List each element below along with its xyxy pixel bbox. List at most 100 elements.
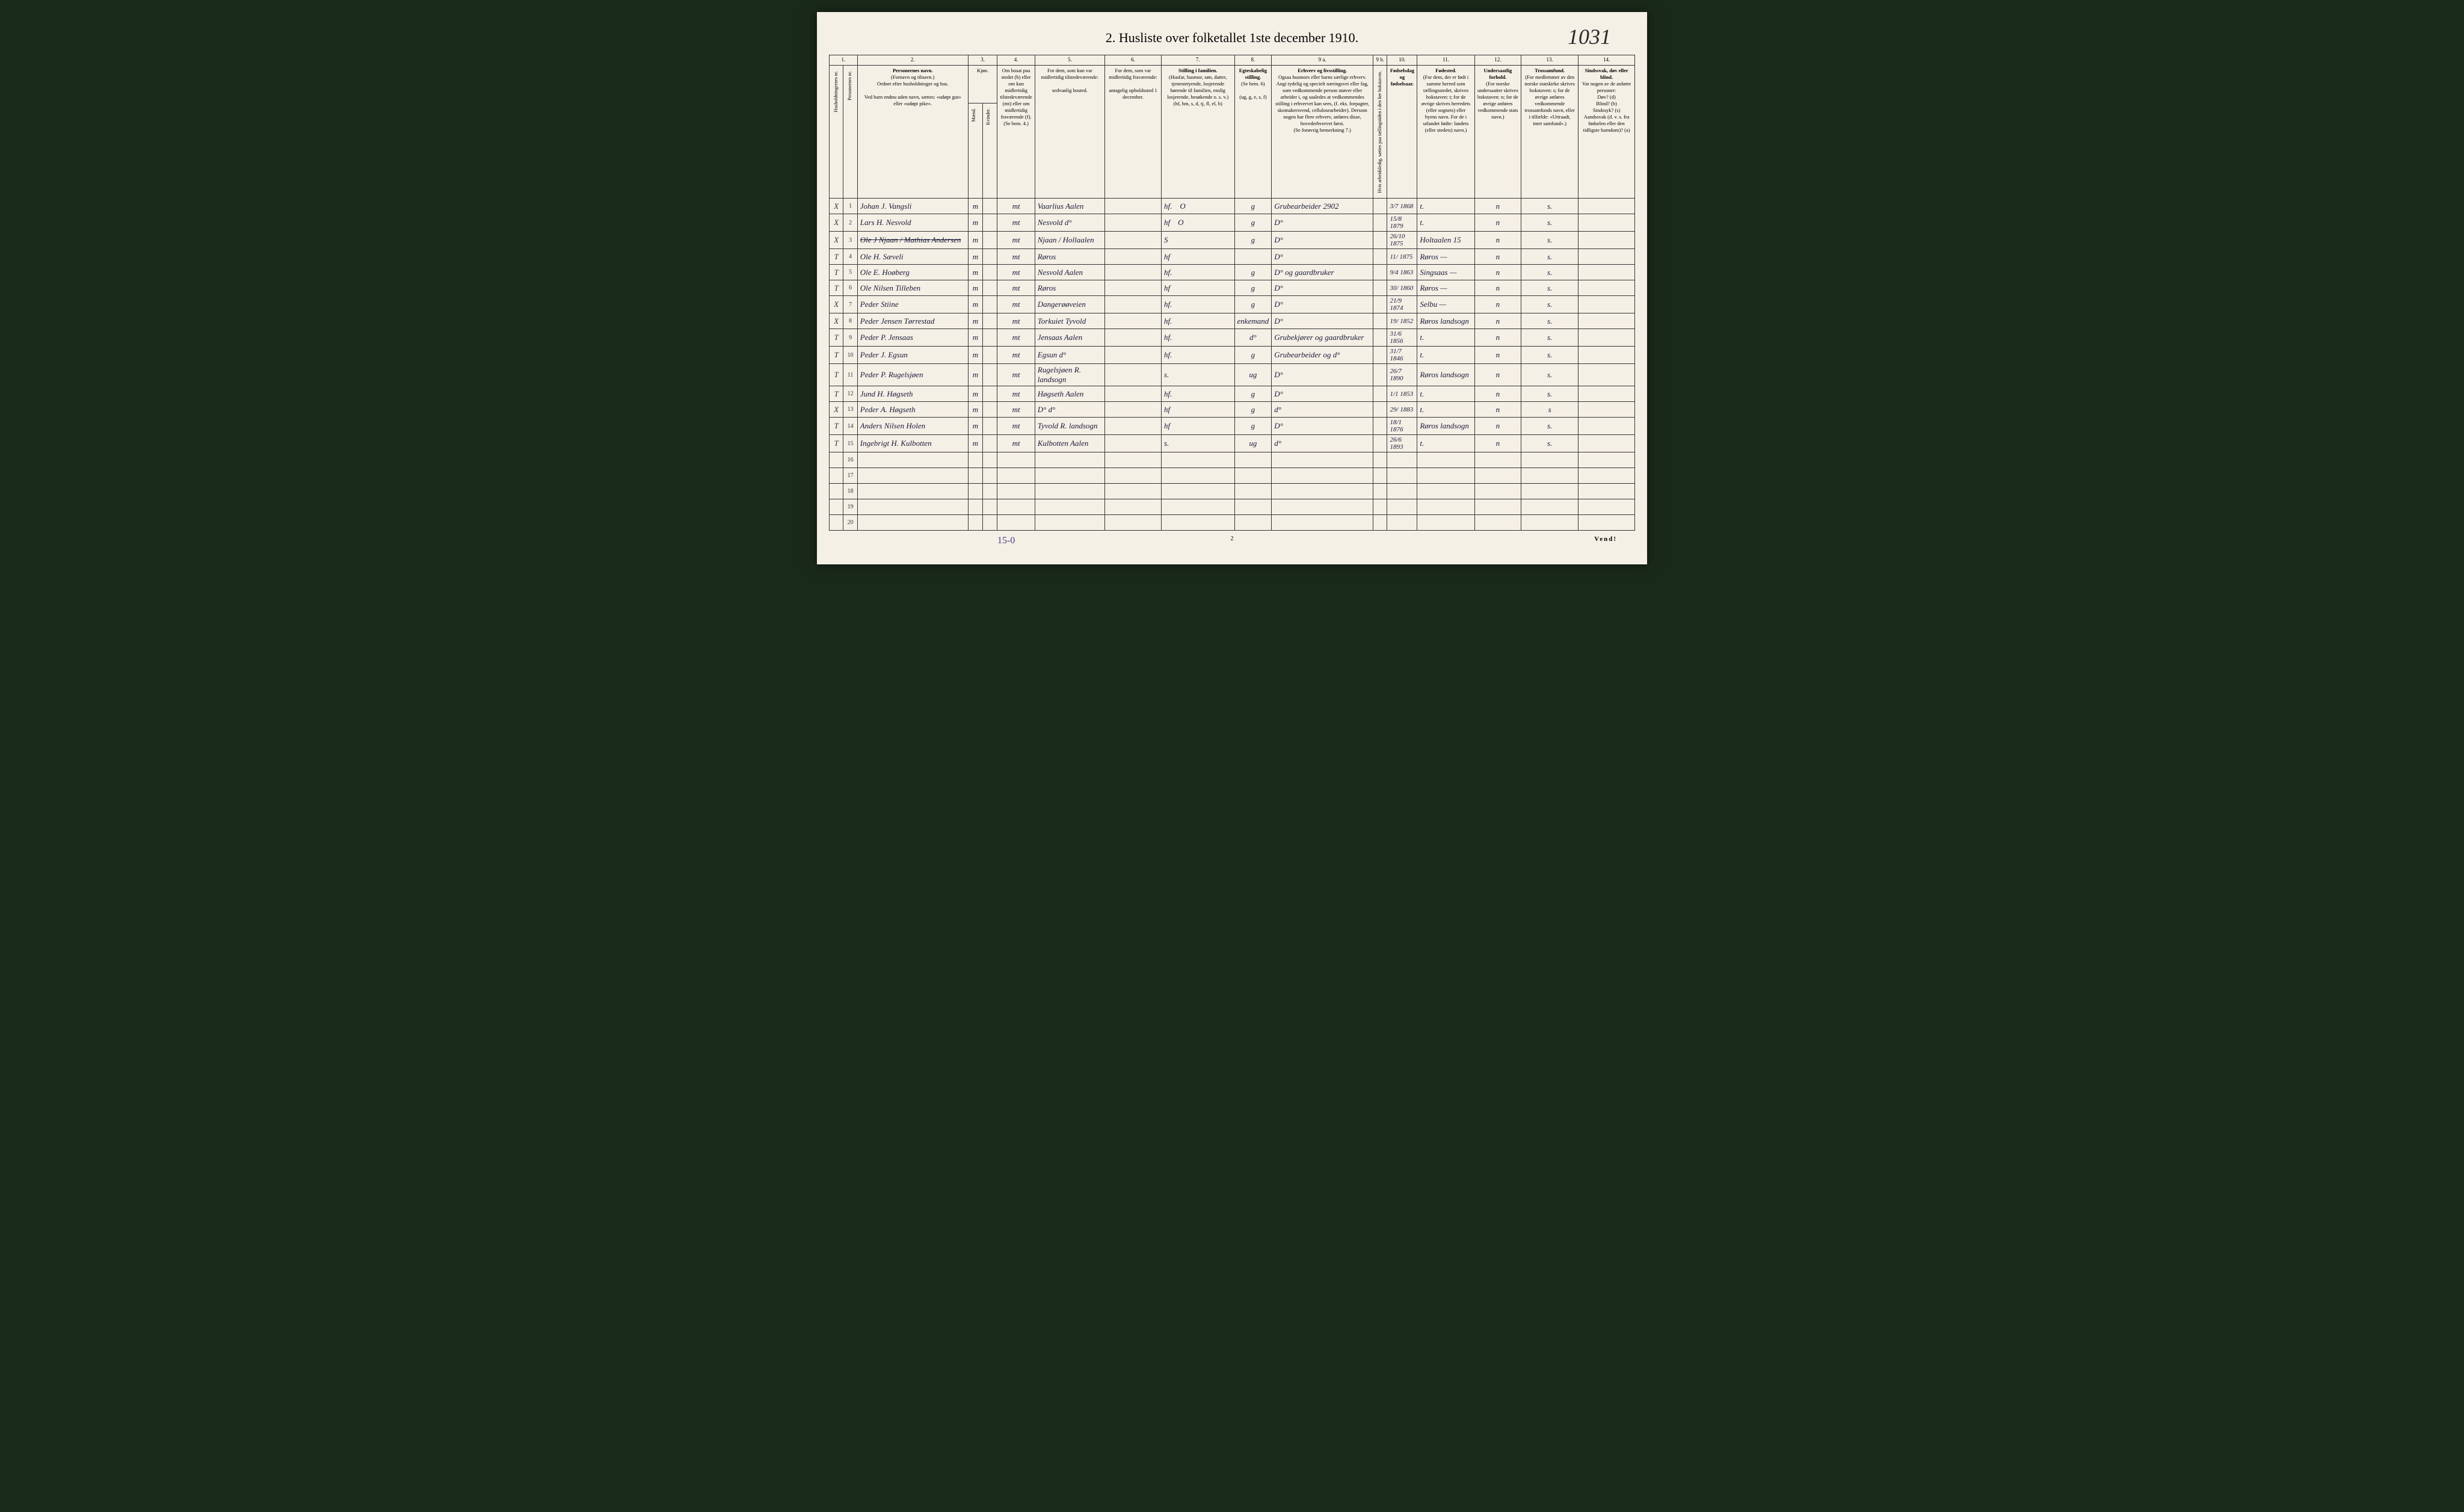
cell-usual-residence: Egsun d° bbox=[1035, 347, 1104, 364]
cell-occupation bbox=[1272, 515, 1373, 531]
row-mark: X bbox=[830, 214, 843, 232]
cell-name: Ole Nilsen Tilleben bbox=[857, 280, 968, 296]
cell-birthplace: Røros landsogn bbox=[1417, 364, 1474, 386]
cell-religion: s. bbox=[1521, 249, 1578, 265]
hdr-temp-present: For dem, som kun var midlertidig tilsted… bbox=[1035, 65, 1104, 199]
cell-citizenship: n bbox=[1474, 214, 1521, 232]
colnum-13: 13. bbox=[1521, 55, 1578, 66]
cell-citizenship: n bbox=[1474, 435, 1521, 452]
cell-male bbox=[968, 452, 982, 468]
row-number: 20 bbox=[843, 515, 857, 531]
cell-disability bbox=[1578, 435, 1635, 452]
table-row: T 15 Ingebrigt H. Kulbotten m mt Kulbott… bbox=[830, 435, 1635, 452]
cell-name bbox=[857, 499, 968, 515]
table-body: X 1 Johan J. Vangsli m mt Vaarlius Aalen… bbox=[830, 199, 1635, 531]
cell-marital: g bbox=[1234, 386, 1272, 402]
hdr-bp-sub: (For dem, der er født i samme herred som… bbox=[1421, 74, 1470, 133]
hdr-birthplace: Fødested. (For dem, der er født i samme … bbox=[1417, 65, 1474, 199]
hdr-mar-sub2: (ug, g, e, s, f) bbox=[1239, 94, 1266, 100]
cell-religion: s. bbox=[1521, 386, 1578, 402]
table-row: X 8 Peder Jensen Tørrestad m mt Torkuiet… bbox=[830, 313, 1635, 329]
cell-birthdate: 31/6 1856 bbox=[1387, 329, 1417, 347]
cell-male: m bbox=[968, 364, 982, 386]
cell-family-position: hf O bbox=[1161, 214, 1234, 232]
row-mark: T bbox=[830, 280, 843, 296]
cell-citizenship: n bbox=[1474, 347, 1521, 364]
cell-residence-type: mt bbox=[997, 386, 1035, 402]
cell-absent-location bbox=[1105, 265, 1162, 280]
row-number: 9 bbox=[843, 329, 857, 347]
cell-female bbox=[983, 313, 997, 329]
cell-female bbox=[983, 435, 997, 452]
row-number: 12 bbox=[843, 386, 857, 402]
row-number: 18 bbox=[843, 484, 857, 499]
hdr-abs-sub: antagelig opholdssted 1 december. bbox=[1109, 87, 1157, 100]
table-row: X 2 Lars H. Nesvold m mt Nesvold d° hf O… bbox=[830, 214, 1635, 232]
cell-residence-type: mt bbox=[997, 296, 1035, 313]
cell-religion bbox=[1521, 515, 1578, 531]
cell-birthplace: t. bbox=[1417, 199, 1474, 214]
cell-usual-residence: D° d° bbox=[1035, 402, 1104, 418]
cell-marital: g bbox=[1234, 347, 1272, 364]
cell-unemployed bbox=[1373, 364, 1387, 386]
cell-name: Peder A. Høgseth bbox=[857, 402, 968, 418]
cell-family-position: hf. O bbox=[1161, 199, 1234, 214]
cell-marital: enkemand bbox=[1234, 313, 1272, 329]
hdr-occupation: Erhverv og livsstilling. Ogsaa husmors e… bbox=[1272, 65, 1373, 199]
cell-female bbox=[983, 386, 997, 402]
cell-marital: g bbox=[1234, 214, 1272, 232]
row-mark: X bbox=[830, 313, 843, 329]
cell-male: m bbox=[968, 402, 982, 418]
hdr-dis-sub: Var nogen av de anførte personer: bbox=[1582, 81, 1631, 93]
cell-absent-location bbox=[1105, 468, 1162, 484]
cell-family-position: hf bbox=[1161, 402, 1234, 418]
cell-male bbox=[968, 499, 982, 515]
cell-disability bbox=[1578, 386, 1635, 402]
cell-male bbox=[968, 484, 982, 499]
cell-usual-residence bbox=[1035, 515, 1104, 531]
cell-religion: s bbox=[1521, 402, 1578, 418]
cell-unemployed bbox=[1373, 484, 1387, 499]
cell-male: m bbox=[968, 313, 982, 329]
colnum-1: 1. bbox=[830, 55, 858, 66]
cell-usual-residence: Nesvold d° bbox=[1035, 214, 1104, 232]
cell-citizenship: n bbox=[1474, 402, 1521, 418]
cell-female bbox=[983, 468, 997, 484]
cell-occupation: D° bbox=[1272, 249, 1373, 265]
row-mark: T bbox=[830, 347, 843, 364]
cell-birthdate: 15/8 1879 bbox=[1387, 214, 1417, 232]
cell-name: Peder Stiine bbox=[857, 296, 968, 313]
cell-family-position bbox=[1161, 499, 1234, 515]
colnum-4: 4. bbox=[997, 55, 1035, 66]
table-row: 18 bbox=[830, 484, 1635, 499]
cell-citizenship bbox=[1474, 452, 1521, 468]
cell-disability bbox=[1578, 265, 1635, 280]
cell-occupation: D° bbox=[1272, 296, 1373, 313]
cell-family-position: hf bbox=[1161, 280, 1234, 296]
cell-birthdate: 18/1 1876 bbox=[1387, 418, 1417, 435]
hdr-bp-main: Fødested. bbox=[1435, 67, 1456, 73]
cell-birthdate: 30/ 1860 bbox=[1387, 280, 1417, 296]
cell-birthdate: 26/7 1890 bbox=[1387, 364, 1417, 386]
cell-religion: s. bbox=[1521, 232, 1578, 249]
cell-occupation bbox=[1272, 499, 1373, 515]
row-mark bbox=[830, 499, 843, 515]
cell-residence-type: mt bbox=[997, 347, 1035, 364]
row-mark: T bbox=[830, 265, 843, 280]
cell-birthplace: t. bbox=[1417, 402, 1474, 418]
row-number: 2 bbox=[843, 214, 857, 232]
cell-name: Ole E. Hoøberg bbox=[857, 265, 968, 280]
cell-absent-location bbox=[1105, 364, 1162, 386]
cell-birthplace bbox=[1417, 468, 1474, 484]
cell-name bbox=[857, 468, 968, 484]
cell-unemployed bbox=[1373, 468, 1387, 484]
table-row: T 10 Peder J. Egsun m mt Egsun d° hf. g … bbox=[830, 347, 1635, 364]
cell-family-position: hf bbox=[1161, 418, 1234, 435]
cell-unemployed bbox=[1373, 452, 1387, 468]
table-row: T 5 Ole E. Hoøberg m mt Nesvold Aalen hf… bbox=[830, 265, 1635, 280]
table-row: T 14 Anders Nilsen Holen m mt Tyvold R. … bbox=[830, 418, 1635, 435]
cell-usual-residence bbox=[1035, 499, 1104, 515]
hdr-abs-main: For dem, som var midlertidig fraværende: bbox=[1109, 67, 1157, 80]
cell-disability bbox=[1578, 280, 1635, 296]
cell-occupation: D° bbox=[1272, 364, 1373, 386]
